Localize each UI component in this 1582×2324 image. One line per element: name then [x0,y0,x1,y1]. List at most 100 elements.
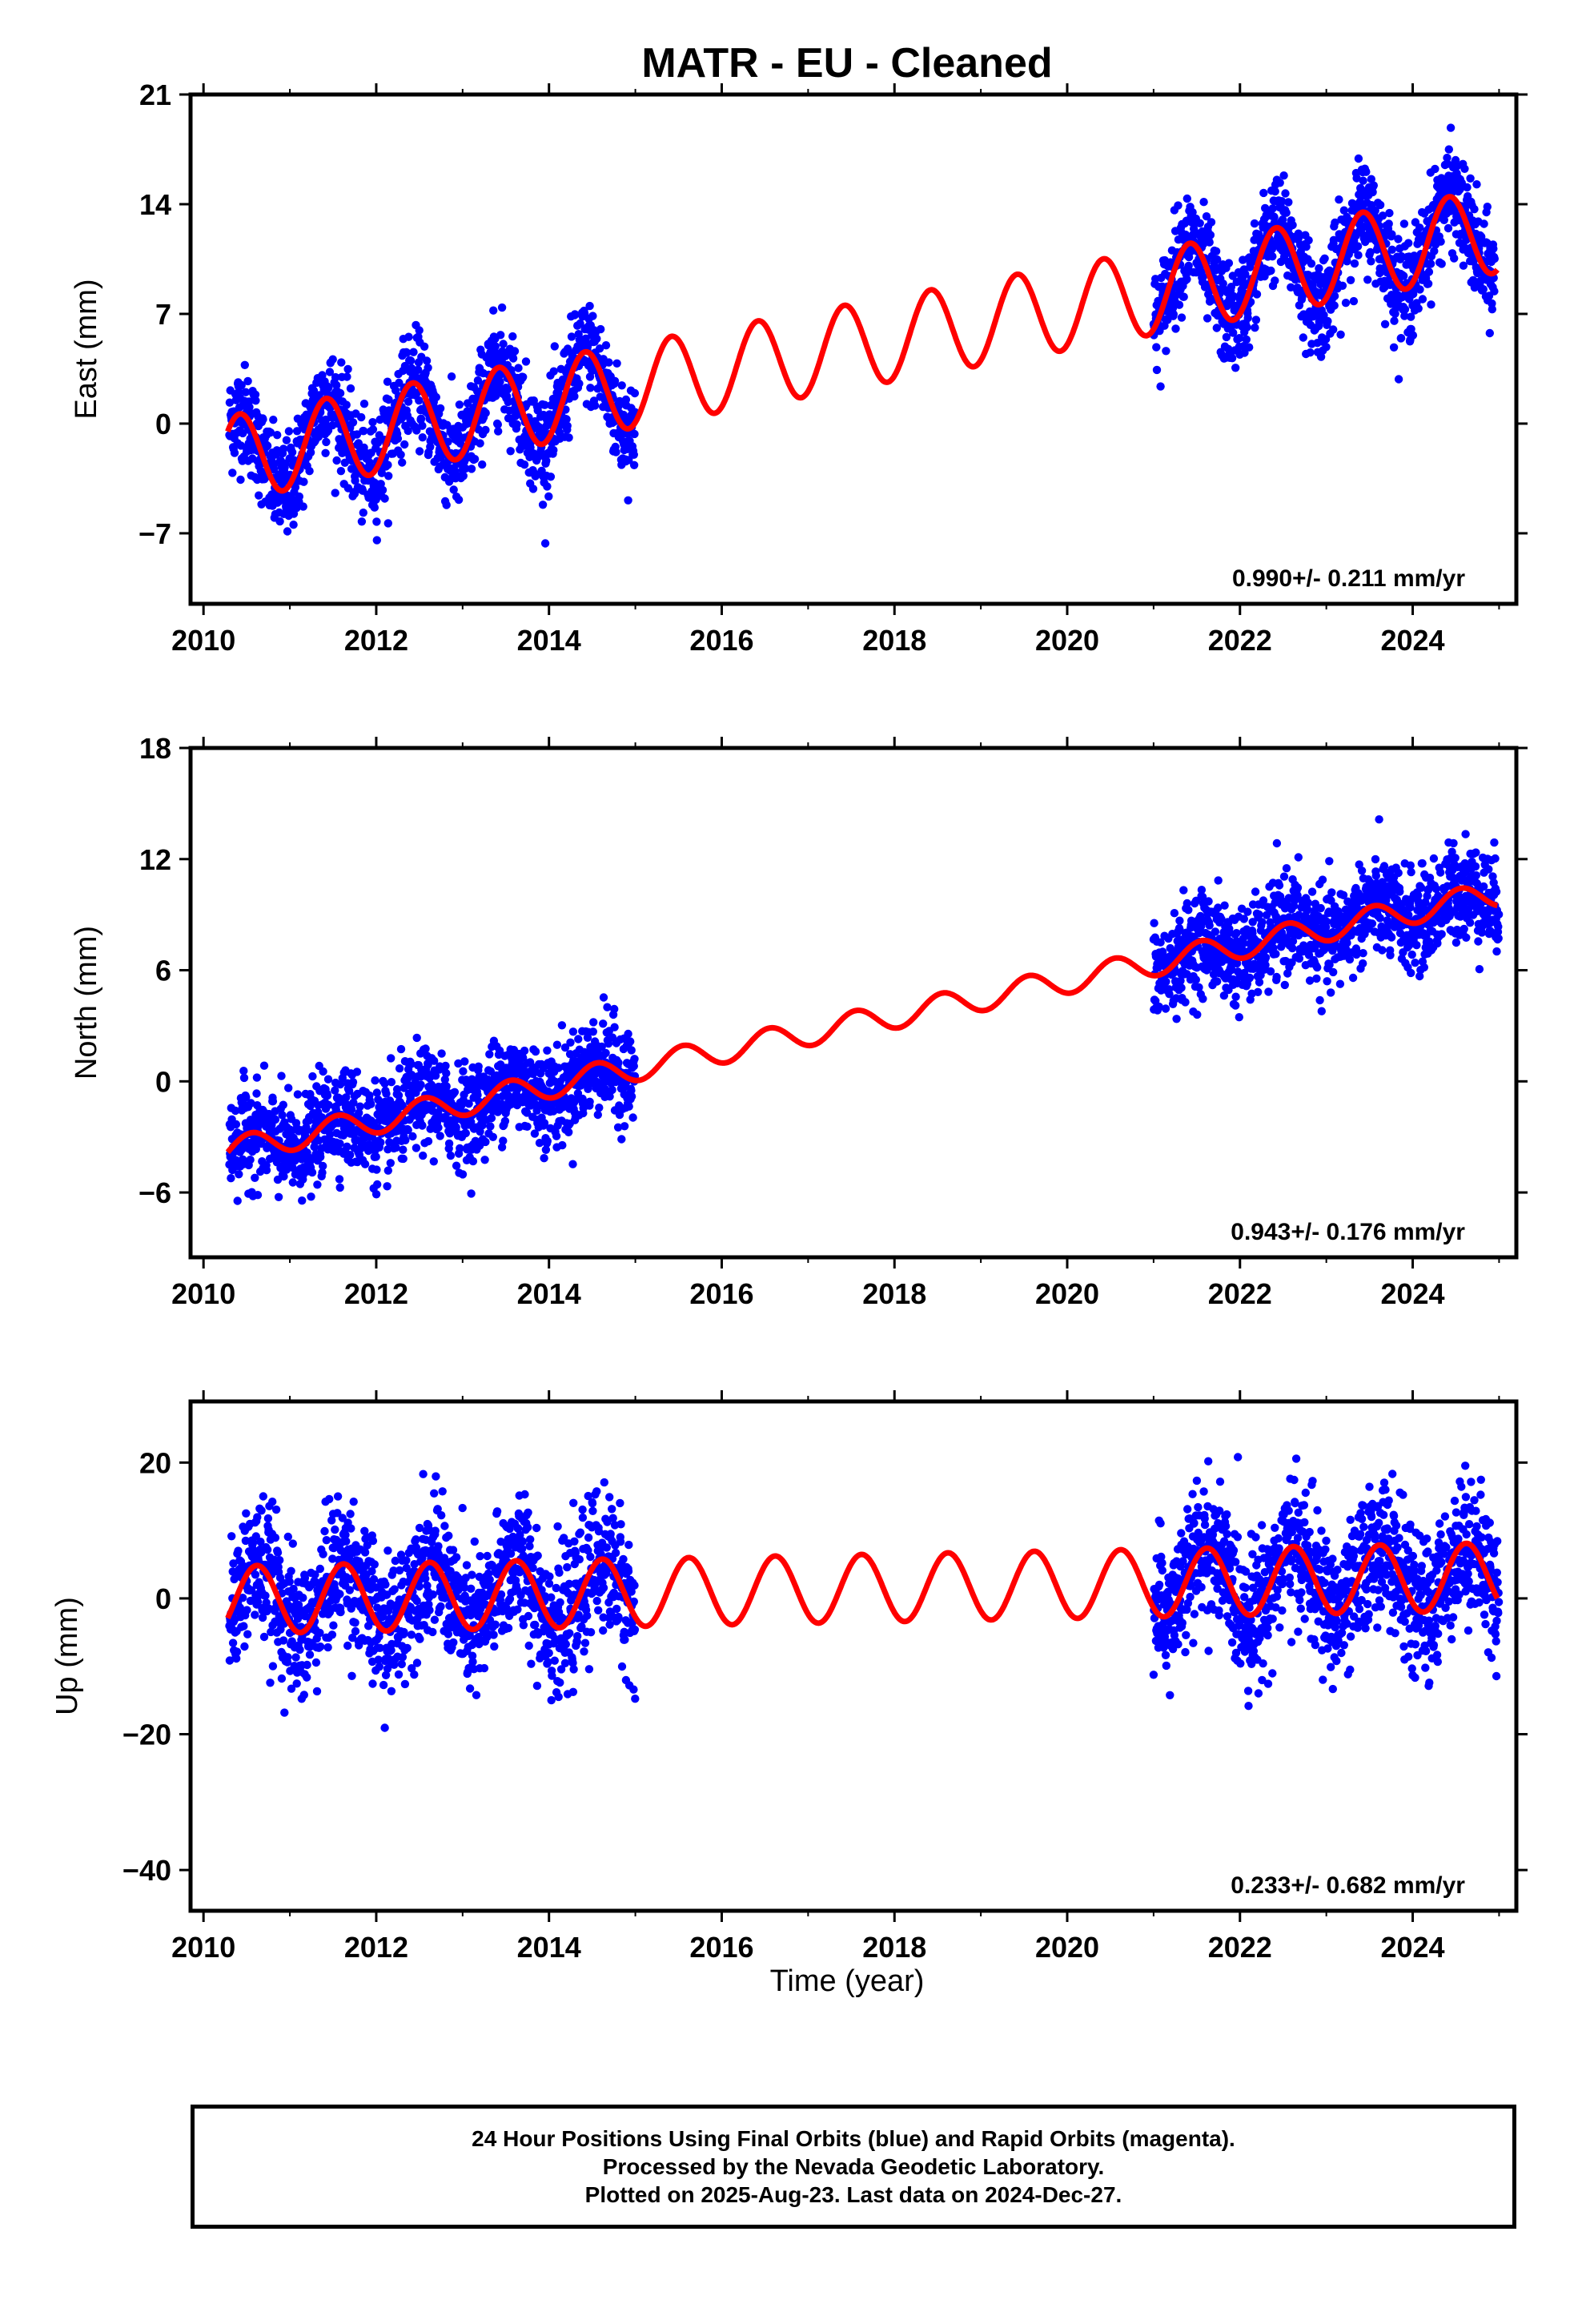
data-point [1444,145,1454,154]
data-point [307,1168,317,1177]
data-point [236,475,245,485]
data-point [1240,348,1249,357]
data-point [1474,937,1483,946]
data-point [1255,910,1263,919]
data-point [1460,164,1469,173]
data-point [418,1121,427,1130]
data-point [461,1128,470,1138]
data-point [1446,123,1456,132]
data-point [1330,292,1339,300]
data-point [1427,300,1435,309]
data-point [1235,1013,1244,1022]
data-point [543,482,552,491]
data-point [275,517,284,526]
data-point [1184,906,1193,915]
data-point [412,1033,421,1043]
data-point [259,1061,269,1070]
data-point [1231,1001,1240,1010]
data-point [335,1139,344,1148]
data-point [510,347,520,356]
data-point [442,1069,451,1078]
data-point [468,1156,478,1166]
data-point [1293,883,1303,892]
data-point [444,1139,454,1148]
data-point [1272,838,1282,848]
data-point [1174,300,1184,309]
data-point [1261,953,1271,963]
data-point [450,1088,460,1097]
data-point [1272,972,1281,982]
data-point [1322,917,1331,927]
data-point [319,1161,327,1171]
data-point [1281,189,1290,198]
data-point [415,396,424,405]
data-point [447,372,456,381]
data-point [1375,914,1384,923]
data-point [480,1156,489,1164]
data-point [630,1055,639,1063]
data-point [1359,176,1367,185]
data-point [449,485,458,494]
data-point [432,392,440,402]
data-point [624,1102,633,1111]
data-point [461,464,470,473]
data-point [307,1156,316,1164]
data-point [470,455,480,464]
data-point [336,467,346,476]
data-point [396,1044,406,1054]
data-point [1354,251,1363,259]
data-point [557,1021,567,1030]
data-point [372,1165,381,1174]
data-point [437,1049,446,1058]
data-point [1431,884,1441,894]
data-point [396,450,405,459]
data-point [335,1183,344,1192]
data-point [1271,187,1279,196]
data-point [599,993,608,1002]
data-point [1407,312,1415,321]
data-point [1322,343,1331,352]
data-point [1245,973,1255,983]
data-point [626,1037,635,1046]
data-point [1227,283,1236,292]
data-point [564,1128,573,1137]
data-point [377,468,387,477]
data-point [564,433,573,442]
data-point [574,1035,583,1043]
data-point [252,1089,261,1098]
data-point [1193,1010,1202,1019]
data-point [335,388,345,398]
data-point [368,418,377,427]
data-point [1354,154,1363,163]
data-point [629,1062,638,1071]
data-point [287,448,297,456]
data-point [1199,995,1207,1003]
data-point [247,1099,255,1108]
data-point [589,1018,598,1027]
data-point [456,1144,464,1153]
data-point [324,383,333,392]
data-point [240,360,249,369]
data-point [1406,903,1415,912]
data-point [395,1064,404,1073]
data-point [467,464,476,473]
data-point [228,468,237,477]
data-point [351,476,359,485]
data-point [459,472,468,480]
data-point [1302,242,1311,251]
x-tick-label: 2016 [689,624,753,657]
data-point [628,1113,637,1122]
data-point [253,1191,263,1200]
data-point [1335,979,1345,988]
data-point [504,385,512,394]
data-point [544,492,553,501]
data-point [1317,1007,1327,1015]
data-point [1378,946,1387,955]
data-point [563,421,572,430]
data-point [1451,854,1460,862]
data-point [1307,887,1317,896]
data-point [1352,174,1361,183]
data-point [346,1151,355,1160]
data-point [1268,204,1277,213]
data-point [400,440,409,449]
